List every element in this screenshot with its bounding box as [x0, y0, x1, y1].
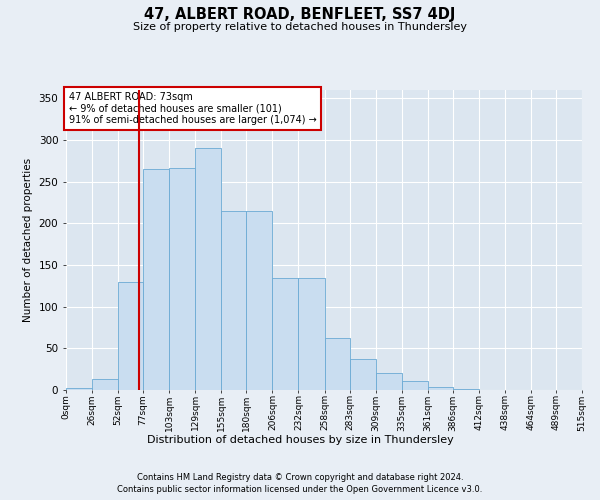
- Text: Size of property relative to detached houses in Thundersley: Size of property relative to detached ho…: [133, 22, 467, 32]
- Bar: [272, 278, 298, 390]
- Bar: [221, 211, 247, 390]
- Text: Contains HM Land Registry data © Crown copyright and database right 2024.: Contains HM Land Registry data © Crown c…: [137, 472, 463, 482]
- Bar: [169, 168, 195, 390]
- Text: Contains public sector information licensed under the Open Government Licence v3: Contains public sector information licen…: [118, 485, 482, 494]
- Text: Distribution of detached houses by size in Thundersley: Distribution of detached houses by size …: [146, 435, 454, 445]
- Bar: [401, 381, 428, 390]
- Text: 47, ALBERT ROAD, BENFLEET, SS7 4DJ: 47, ALBERT ROAD, BENFLEET, SS7 4DJ: [145, 8, 455, 22]
- Bar: [143, 169, 169, 390]
- Bar: [92, 379, 118, 390]
- Bar: [195, 148, 221, 390]
- Bar: [247, 211, 272, 390]
- Text: 47 ALBERT ROAD: 73sqm
← 9% of detached houses are smaller (101)
91% of semi-deta: 47 ALBERT ROAD: 73sqm ← 9% of detached h…: [68, 92, 316, 124]
- Bar: [325, 338, 350, 390]
- Bar: [118, 282, 143, 390]
- Bar: [298, 278, 325, 390]
- Bar: [428, 386, 453, 390]
- Bar: [350, 359, 376, 390]
- Bar: [453, 389, 479, 390]
- Bar: [66, 388, 92, 390]
- Y-axis label: Number of detached properties: Number of detached properties: [23, 158, 33, 322]
- Bar: [376, 374, 401, 390]
